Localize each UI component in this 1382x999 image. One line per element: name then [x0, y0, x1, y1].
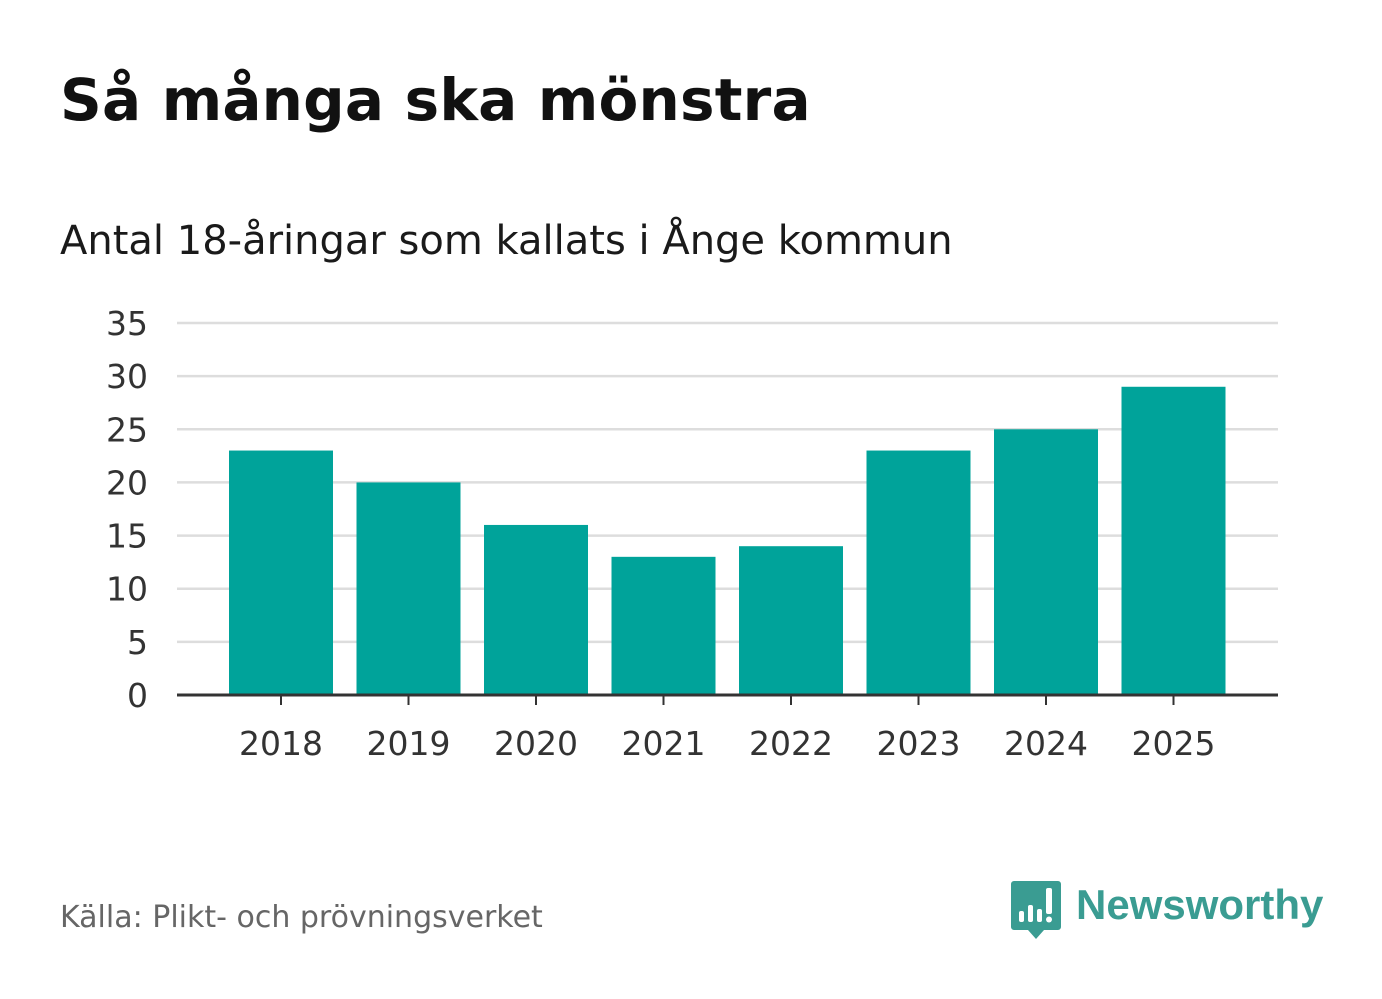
chart-title: Så många ska mönstra: [60, 66, 811, 134]
y-tick-label: 25: [106, 410, 148, 449]
y-axis-tick-labels: 0 5 10 15 20 25 30 35: [106, 304, 148, 715]
x-tick-label: 2024: [1004, 724, 1088, 763]
source-note: Källa: Plikt- och prövningsverket: [60, 900, 543, 935]
bars: [229, 386, 1226, 695]
x-tick-label: 2025: [1132, 724, 1216, 763]
y-tick-label: 15: [106, 517, 148, 556]
x-tick-label: 2022: [749, 724, 833, 763]
y-tick-label: 0: [127, 676, 148, 715]
bar-2024: [994, 429, 1098, 695]
bar-2023: [866, 450, 971, 695]
bar-2021: [611, 556, 716, 695]
x-axis-tick-labels: 2018 2019 2020 2021 2022 2023 2024 2025: [239, 724, 1215, 763]
gridlines: [177, 321, 1278, 644]
chart-subtitle: Antal 18-åringar som kallats i Ånge komm…: [60, 218, 953, 264]
x-tick-label: 2018: [239, 724, 323, 763]
x-tick-label: 2021: [622, 724, 706, 763]
bar-2022: [739, 546, 843, 695]
y-tick-label: 35: [106, 304, 148, 343]
y-tick-label: 20: [106, 463, 148, 502]
x-tick-label: 2023: [877, 724, 961, 763]
brand-logo-group[interactable]: Newsworthy: [1010, 878, 1323, 942]
bar-2018: [229, 450, 333, 695]
y-tick-label: 10: [106, 570, 148, 609]
bar-2019: [356, 482, 461, 695]
y-tick-label: 30: [106, 357, 148, 396]
newsworthy-chart-bubble-icon: [1011, 881, 1061, 939]
x-tick-label: 2020: [494, 724, 578, 763]
bar-2025: [1121, 386, 1226, 695]
bar-2020: [484, 524, 588, 695]
brand-name: Newsworthy: [1076, 881, 1324, 928]
x-axis: [177, 693, 1278, 705]
x-tick-label: 2019: [367, 724, 451, 763]
y-tick-label: 5: [127, 623, 148, 662]
